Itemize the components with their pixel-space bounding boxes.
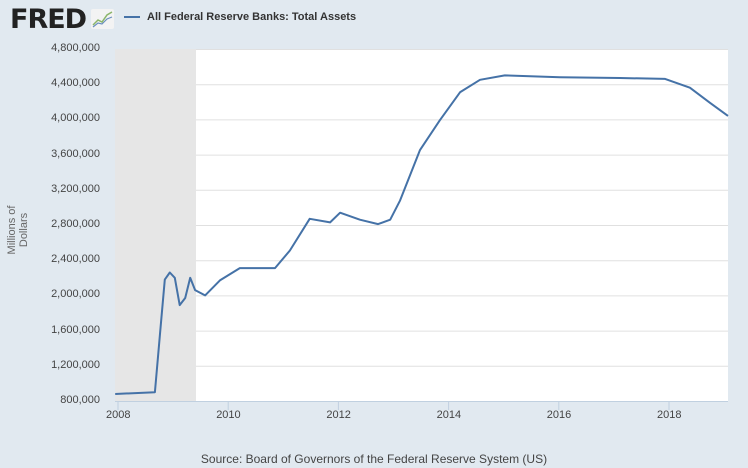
series-line (115, 74, 729, 395)
y-tick-label: 800,000 (60, 394, 100, 406)
chart-header: FRED All Federal Reserve Banks: Total As… (0, 0, 748, 40)
fred-logo[interactable]: FRED (10, 4, 87, 35)
x-tick-label: 2014 (436, 409, 462, 421)
x-tick-label: 2012 (326, 409, 351, 421)
y-tick-label: 3,600,000 (51, 147, 100, 160)
y-tick-label: 1,200,000 (51, 358, 100, 371)
source-note: Source: Board of Governors of the Federa… (200, 452, 548, 466)
y-tick-label: 4,800,000 (51, 42, 100, 54)
x-tick-label: 2010 (216, 409, 241, 421)
legend: All Federal Reserve Banks: Total Assets (124, 11, 356, 23)
y-tick-label: 3,200,000 (51, 182, 100, 195)
x-tick-label: 2008 (106, 409, 131, 421)
y-tick-label: 2,400,000 (51, 253, 100, 266)
y-tick-label: 2,000,000 (51, 288, 100, 301)
legend-swatch (124, 16, 140, 18)
recession-shading (115, 49, 196, 401)
y-tick-label: 4,400,000 (51, 77, 100, 90)
x-tick-label: 2018 (657, 409, 682, 421)
fred-graph-icon (91, 9, 114, 29)
legend-label: All Federal Reserve Banks: Total Assets (147, 11, 357, 23)
y-tick-label: 2,800,000 (51, 218, 100, 230)
y-tick-label: 4,000,000 (51, 112, 100, 125)
y-tick-label: 1,600,000 (51, 323, 100, 336)
x-tick-label: 2016 (546, 409, 572, 421)
